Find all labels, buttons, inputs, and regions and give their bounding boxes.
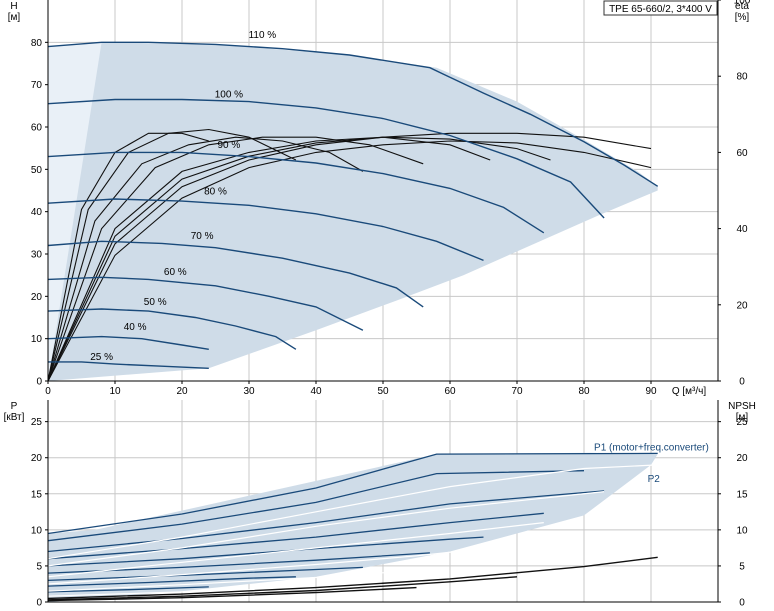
y-right-tick-label: 5	[739, 561, 745, 572]
x-tick-label: 0	[45, 386, 51, 397]
efficiency-curve	[47, 136, 491, 382]
operating-range-area	[48, 452, 658, 602]
p1-power-curve	[47, 512, 544, 560]
speed-curve-label: 110 %	[249, 30, 277, 41]
speed-curve-label: 70 %	[191, 231, 214, 242]
model-title: TPE 65-660/2, 3*400 V	[609, 4, 712, 15]
efficiency-curve	[47, 136, 551, 382]
x-axis-title: Q [м³/ч]	[672, 386, 707, 397]
y-right-axis-name: eta	[735, 1, 749, 12]
y-right-tick-label: 20	[736, 300, 748, 311]
y-right-tick-label: 60	[736, 148, 748, 159]
y-right-axis-unit: [%]	[735, 12, 750, 23]
p2-power-curve	[47, 548, 484, 585]
y-right-tick-label: 10	[736, 525, 748, 536]
p1-power-curve	[47, 586, 209, 593]
y-left-tick-label: 30	[31, 250, 43, 261]
speed-curve	[47, 41, 659, 187]
x-tick-label: 70	[511, 386, 523, 397]
y-right-tick-label: 20	[736, 453, 748, 464]
npsh-curve	[47, 576, 518, 601]
low-flow-area	[48, 42, 102, 382]
y-right-tick-label: 25	[736, 417, 748, 428]
y-left-tick-label: 5	[36, 561, 42, 572]
speed-curve-label: 80 %	[204, 187, 227, 198]
y-left-tick-label: 0	[36, 377, 42, 388]
efficiency-curve	[47, 132, 209, 382]
y-right-axis-unit: [м]	[736, 412, 749, 423]
p1-power-curve	[47, 576, 296, 587]
p1-power-curve	[47, 452, 658, 535]
y-left-tick-label: 10	[31, 334, 43, 345]
y-left-tick-label: 60	[31, 123, 43, 134]
series-label: P1 (motor+freq.converter)	[594, 443, 709, 454]
speed-curve-label: 40 %	[124, 322, 147, 333]
y-right-axis-name: NPSH	[728, 401, 756, 412]
speed-curve	[47, 198, 484, 262]
efficiency-curve	[47, 132, 652, 382]
y-left-axis-name: P	[11, 401, 18, 412]
y-right-tick-label: 15	[736, 489, 748, 500]
y-left-tick-label: 20	[31, 453, 43, 464]
speed-curve-label: 25 %	[90, 352, 113, 363]
speed-curve-label: 100 %	[215, 89, 243, 100]
y-left-tick-label: 40	[31, 207, 43, 218]
p2-power-curve	[47, 491, 605, 567]
speed-curve	[47, 335, 209, 350]
npsh-curve	[47, 586, 417, 602]
p1-power-curve	[47, 552, 430, 574]
efficiency-curve	[47, 136, 364, 382]
npsh-curve	[47, 556, 658, 600]
y-left-tick-label: 0	[36, 598, 42, 609]
p1-power-curve	[47, 470, 585, 542]
speed-curve	[47, 98, 605, 219]
p2-power-curve	[47, 464, 658, 560]
y-left-tick-label: 15	[31, 489, 43, 500]
series-label: P2	[648, 474, 661, 485]
speed-curve-label: 60 %	[164, 267, 187, 278]
y-right-tick-label: 80	[736, 72, 748, 83]
p2-power-curve	[47, 568, 430, 592]
y-left-tick-label: 80	[31, 38, 43, 49]
efficiency-curve	[47, 140, 652, 382]
speed-curve-label: 90 %	[218, 140, 241, 151]
p1-power-curve	[47, 490, 605, 553]
x-tick-label: 10	[109, 386, 121, 397]
p2-power-curve	[47, 522, 544, 578]
x-tick-label: 80	[578, 386, 590, 397]
bottom-panel: P1 (motor+freq.converter)P20510152025051…	[4, 400, 756, 609]
p1-power-curve	[47, 566, 363, 582]
efficiency-curve	[47, 136, 424, 382]
speed-curve	[47, 240, 424, 308]
y-left-tick-label: 70	[31, 80, 43, 91]
operating-range-area	[48, 42, 658, 382]
speed-curve	[47, 151, 545, 234]
y-right-tick-label: 40	[736, 224, 748, 235]
top-panel: 110 % 100 % 90 % 80 % 70 % 60 % 50 % 40 % 25 % 0 1…	[8, 0, 751, 397]
x-tick-label: 90	[645, 386, 657, 397]
y-left-axis-unit: [кВт]	[4, 412, 25, 423]
y-right-tick-label: 100	[734, 0, 751, 7]
speed-curve-label: 50 %	[144, 297, 167, 308]
x-tick-label: 60	[444, 386, 456, 397]
y-left-axis-unit: [м]	[8, 12, 21, 23]
x-tick-label: 50	[377, 386, 389, 397]
x-tick-label: 20	[176, 386, 188, 397]
model-title-box	[603, 0, 718, 16]
y-left-tick-label: 50	[31, 165, 43, 176]
y-left-tick-label: 10	[31, 525, 43, 536]
y-right-tick-label: 0	[739, 598, 745, 609]
y-left-axis-name: H	[10, 1, 17, 12]
x-tick-label: 40	[310, 386, 322, 397]
speed-curve	[48, 361, 209, 369]
y-right-tick-label: 0	[739, 377, 745, 388]
y-left-tick-label: 20	[31, 292, 43, 303]
speed-curve	[47, 276, 364, 331]
y-left-tick-label: 25	[31, 417, 43, 428]
p1-power-curve	[47, 536, 484, 567]
speed-curve	[47, 308, 297, 350]
x-tick-label: 30	[243, 386, 255, 397]
